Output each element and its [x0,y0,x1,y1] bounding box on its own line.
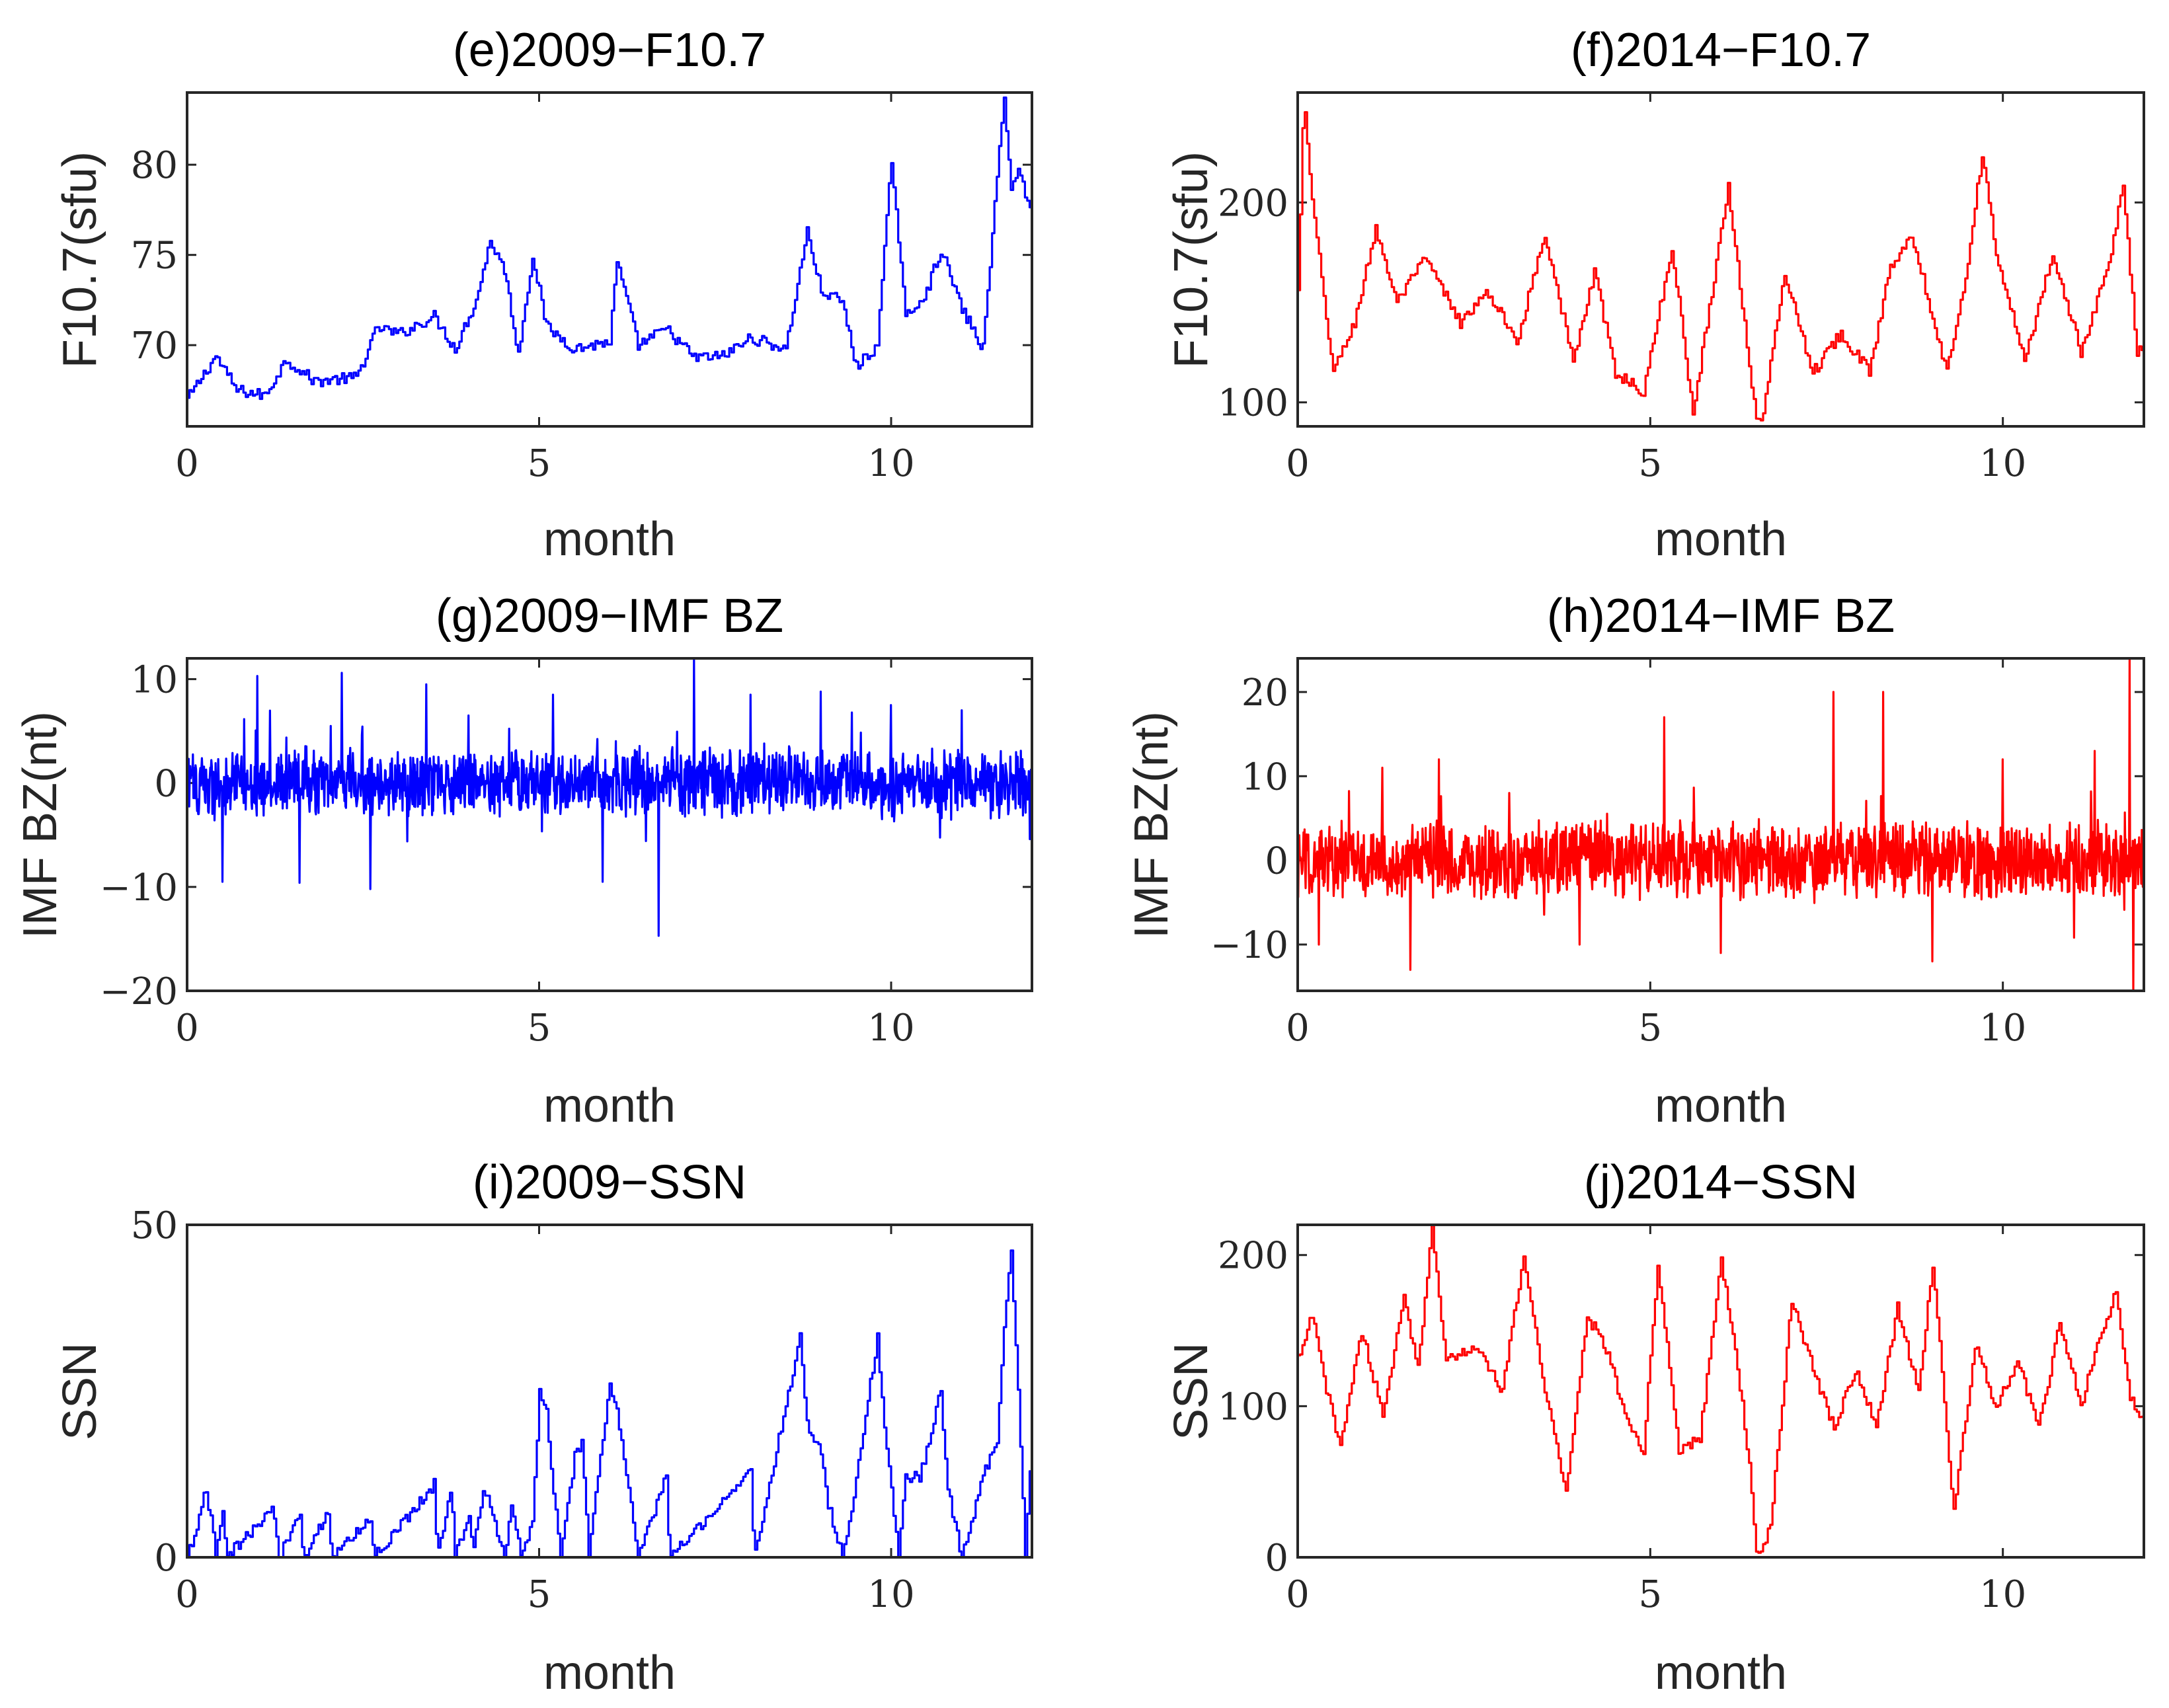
panel-h-series-line [1298,658,2144,991]
panel-h-xtick-label: 0 [1286,1007,1310,1050]
panel-e-xlabel: month [543,513,676,566]
panel-i-xtick-label: 5 [528,1573,551,1616]
panel-f-ylabel: F10.7(sfu) [1165,151,1218,368]
panel-h-ylabel: IMF BZ(nt) [1125,711,1178,939]
panel-f-ytick-label: 200 [1218,182,1288,225]
panel-g-ytick-label: −10 [100,867,178,910]
panel-j-frame [1296,1223,2145,1559]
panel-j-ylabel: SSN [1165,1342,1218,1440]
panel-g-series-line [187,658,1032,937]
panel-h-frame [1296,657,2145,992]
panel-j-xtick-label: 10 [1979,1573,2026,1616]
panel-j-title: (j)2014−SSN [1584,1156,1858,1209]
panel-g-xtick-label: 10 [867,1007,914,1050]
panel-h-title: (h)2014−IMF BZ [1547,590,1895,642]
panel-i-frame [186,1223,1033,1559]
panel-i-ytick-label: 50 [131,1204,178,1247]
panel-g-ytick-label: 0 [154,763,178,806]
panel-f-ytick-label: 100 [1218,382,1288,425]
panel-e-series-line [187,97,1032,401]
panel-j-xticks: 0 5 10 [1286,1225,2026,1616]
panel-j-yticks: 0 100 200 [1218,1235,2144,1580]
panel-g-ytick-label: −20 [100,970,178,1013]
panel-g-xtick-label: 0 [175,1007,199,1050]
panel-g-title: (g)2009−IMF BZ [436,590,783,642]
panel-e-title: (e)2009−F10.7 [453,24,766,77]
panel-g-ytick-label: 10 [131,658,178,701]
panel-e-xtick-label: 10 [867,442,914,485]
panel-f-xtick-label: 0 [1286,442,1310,485]
panel-f-title: (f)2014−F10.7 [1571,24,1871,77]
panel-e-xtick-label: 5 [528,442,551,485]
panel-g: (g)2009−IMF BZ IMF BZ(nt) month 0 5 10 −20… [14,590,1033,1132]
panel-i-ytick-label: 0 [154,1537,178,1580]
panel-j: (j)2014−SSN SSN month 0 5 10 0 100 200 [1165,1156,2145,1699]
panel-e: (e)2009−F10.7 F10.7(sfu) month 0 5 10 70 75… [54,24,1033,566]
panel-g-xlabel: month [543,1079,676,1132]
panel-f-yticks: 100 200 [1218,182,2144,425]
panel-f: (f)2014−F10.7 F10.7(sfu) month 0 5 10 100 2… [1165,24,2145,566]
panel-f-xlabel: month [1655,513,1787,566]
panel-e-ylabel: F10.7(sfu) [54,151,106,368]
panel-f-frame [1296,91,2145,428]
panel-h-yticks: −10 0 10 20 [1210,672,2144,967]
panel-i-plot [187,1249,1032,1557]
panel-e-xtick-label: 0 [175,442,199,485]
panel-e-ytick-label: 70 [131,325,178,368]
panel-j-xlabel: month [1655,1647,1787,1699]
panel-g-xticks: 0 5 10 [175,658,915,1050]
panel-f-series-line [1298,111,2144,422]
panel-j-ytick-label: 100 [1218,1385,1288,1428]
panel-e-xticks: 0 5 10 [175,93,915,485]
panel-f-plot [1298,111,2144,422]
panel-h-xtick-label: 5 [1639,1007,1663,1050]
panel-i-xtick-label: 0 [175,1573,199,1616]
panel-h-xtick-label: 10 [1979,1007,2026,1050]
panel-h-plot [1298,658,2144,991]
panel-i-title: (i)2009−SSN [473,1156,746,1209]
panel-h-ytick-label: 10 [1242,756,1288,798]
panel-g-ylabel: IMF BZ(nt) [14,711,67,939]
panel-j-plot [1298,1225,2144,1554]
panel-e-yticks: 70 75 80 [131,144,1032,368]
panel-h-ytick-label: 0 [1265,840,1288,883]
panel-i-ylabel: SSN [54,1342,106,1440]
panel-h: (h)2014−IMF BZ IMF BZ(nt) month 0 5 10 −10… [1125,590,2145,1132]
panel-j-ytick-label: 0 [1265,1537,1288,1580]
panel-i-xticks: 0 5 10 [175,1225,915,1616]
panel-j-series-line [1298,1225,2144,1554]
panel-h-ytick-label: −10 [1210,924,1288,967]
panel-g-xtick-label: 5 [528,1007,551,1050]
panel-e-ytick-label: 80 [131,144,178,187]
panel-i-xlabel: month [543,1647,676,1699]
panel-g-plot [187,658,1032,937]
panel-e-frame [186,91,1033,428]
panel-j-xtick-label: 5 [1639,1573,1663,1616]
panel-f-xtick-label: 10 [1979,442,2026,485]
panel-h-xlabel: month [1655,1079,1787,1132]
panel-j-xtick-label: 0 [1286,1573,1310,1616]
panel-i-series-line [187,1249,1032,1557]
panel-i: (i)2009−SSN SSN month 0 5 10 0 50 [54,1156,1033,1699]
panel-j-ytick-label: 200 [1218,1235,1288,1278]
panel-i-xtick-label: 10 [867,1573,914,1616]
panel-e-ytick-label: 75 [131,235,178,278]
panel-f-xtick-label: 5 [1639,442,1663,485]
panel-g-yticks: −20 −10 0 10 [100,658,1032,1013]
panel-g-frame [186,657,1033,992]
panel-h-xticks: 0 5 10 [1286,658,2026,1050]
panel-h-ytick-label: 20 [1242,672,1288,715]
panel-e-plot [187,97,1032,401]
